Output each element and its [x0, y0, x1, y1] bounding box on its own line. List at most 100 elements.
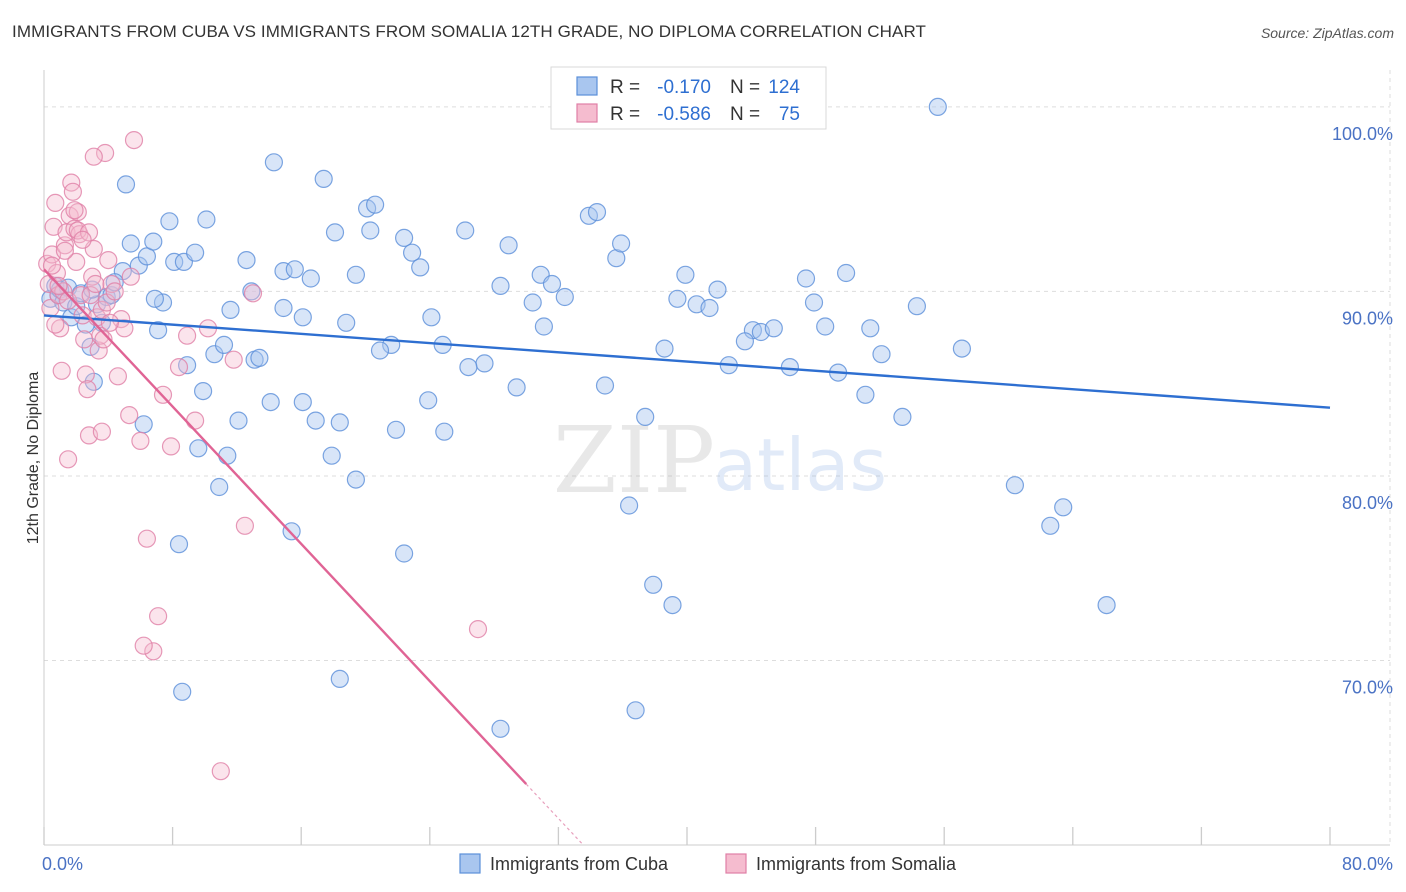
cuba-point	[325, 223, 345, 242]
somalia-point	[46, 193, 65, 212]
somalia-point	[92, 422, 112, 441]
cuba-point	[189, 439, 208, 458]
cuba-point	[1041, 516, 1060, 535]
watermark-atlas: atlas	[713, 423, 887, 507]
cuba-point	[221, 300, 240, 319]
cuba-point	[261, 393, 280, 412]
axes	[43, 70, 1390, 846]
somalia-point	[186, 411, 205, 430]
cuba-point	[491, 276, 510, 295]
cuba-point	[872, 345, 891, 364]
legend-n-value: 124	[768, 77, 800, 98]
y-tick-labels: 70.0% 80.0% 90.0% 100.0%	[1332, 124, 1393, 698]
cuba-point	[668, 289, 687, 308]
cuba-point	[764, 319, 783, 338]
cuba-point	[459, 358, 478, 377]
bottom-legend-label: Immigrants from Cuba	[490, 854, 669, 874]
cuba-point	[210, 477, 229, 497]
cuba-point	[619, 496, 639, 515]
cuba-point	[386, 420, 406, 439]
legend-r-label: R =	[610, 77, 640, 98]
cuba-point	[708, 280, 727, 299]
legend-r-value: -0.170	[657, 77, 711, 98]
somalia-point	[94, 330, 113, 349]
cuba-point	[330, 669, 349, 689]
cuba-point	[780, 358, 800, 377]
cuba-point	[422, 308, 441, 327]
cuba-point	[370, 341, 390, 360]
cuba-trend-line	[43, 314, 1331, 409]
cuba-point	[611, 234, 631, 253]
cuba-point	[856, 385, 875, 404]
cuba-point	[395, 544, 414, 563]
cuba-point	[419, 391, 438, 410]
cuba-points	[41, 97, 1116, 738]
cuba-point	[214, 335, 234, 354]
cuba-point	[893, 407, 912, 426]
somalia-point	[144, 642, 163, 661]
somalia-point	[78, 380, 97, 399]
cuba-point	[366, 195, 385, 214]
cuba-point	[796, 269, 816, 288]
cuba-point	[676, 265, 695, 284]
cuba-point	[145, 289, 164, 308]
cuba-point	[237, 251, 256, 270]
cuba-point	[542, 274, 562, 294]
somalia-point	[71, 286, 91, 305]
y-tick-label: 90.0%	[1342, 308, 1393, 328]
somalia-point	[76, 365, 95, 384]
cuba-point	[293, 308, 312, 327]
somalia-point	[89, 341, 108, 360]
cuba-point	[144, 232, 163, 251]
somalia-point	[124, 131, 144, 150]
somalia-point	[63, 182, 83, 201]
cuba-point	[264, 153, 283, 172]
cuba-point	[523, 293, 542, 312]
somalia-point	[161, 437, 181, 456]
cuba-point	[197, 210, 216, 229]
chart-source: Source: ZipAtlas.com	[1260, 25, 1394, 41]
cuba-point	[149, 321, 168, 340]
legend-r-label: R =	[610, 104, 640, 125]
somalia-point	[52, 361, 71, 380]
somalia-point	[67, 252, 86, 271]
y-axis-title: 12th Grade, No Diploma	[25, 372, 42, 545]
x-tick-label-start: 0.0%	[42, 854, 83, 874]
legend: R = -0.170 N = 124 R = -0.586 N = 75	[550, 66, 827, 130]
cuba-point	[475, 354, 494, 373]
somalia-point	[55, 241, 75, 260]
cuba-point	[595, 376, 615, 395]
x-tick-label-end: 80.0%	[1342, 854, 1393, 874]
legend-n-label: N =	[730, 77, 760, 98]
chart-title: IMMIGRANTS FROM CUBA VS IMMIGRANTS FROM …	[12, 22, 926, 41]
somalia-point	[468, 619, 488, 639]
somalia-point	[169, 358, 189, 377]
cuba-point	[411, 258, 430, 277]
somalia-point	[149, 607, 168, 626]
cuba-point	[663, 595, 682, 615]
cuba-point	[804, 293, 824, 312]
legend-n-value: 75	[779, 104, 800, 125]
somalia-point	[121, 267, 140, 286]
cuba-point	[907, 297, 927, 316]
cuba-point	[952, 339, 972, 358]
cuba-point	[169, 535, 189, 554]
somalia-point	[105, 282, 124, 301]
somalia-point	[108, 367, 128, 386]
somalia-point	[235, 516, 254, 535]
somalia-point	[84, 147, 103, 166]
cuba-point	[836, 263, 856, 283]
cuba-point	[274, 298, 293, 318]
cuba-point	[330, 413, 349, 432]
cuba-point	[491, 719, 510, 738]
watermark: ZIP atlas	[553, 407, 887, 514]
cuba-point	[134, 415, 153, 434]
y-tick-label: 100.0%	[1332, 124, 1393, 144]
somalia-trend-line	[43, 268, 528, 785]
somalia-point	[211, 762, 230, 781]
cuba-point	[700, 298, 719, 318]
cuba-point	[861, 319, 880, 338]
cuba-point	[534, 317, 554, 336]
somalia-point	[243, 284, 263, 303]
somalia-point	[79, 223, 99, 242]
